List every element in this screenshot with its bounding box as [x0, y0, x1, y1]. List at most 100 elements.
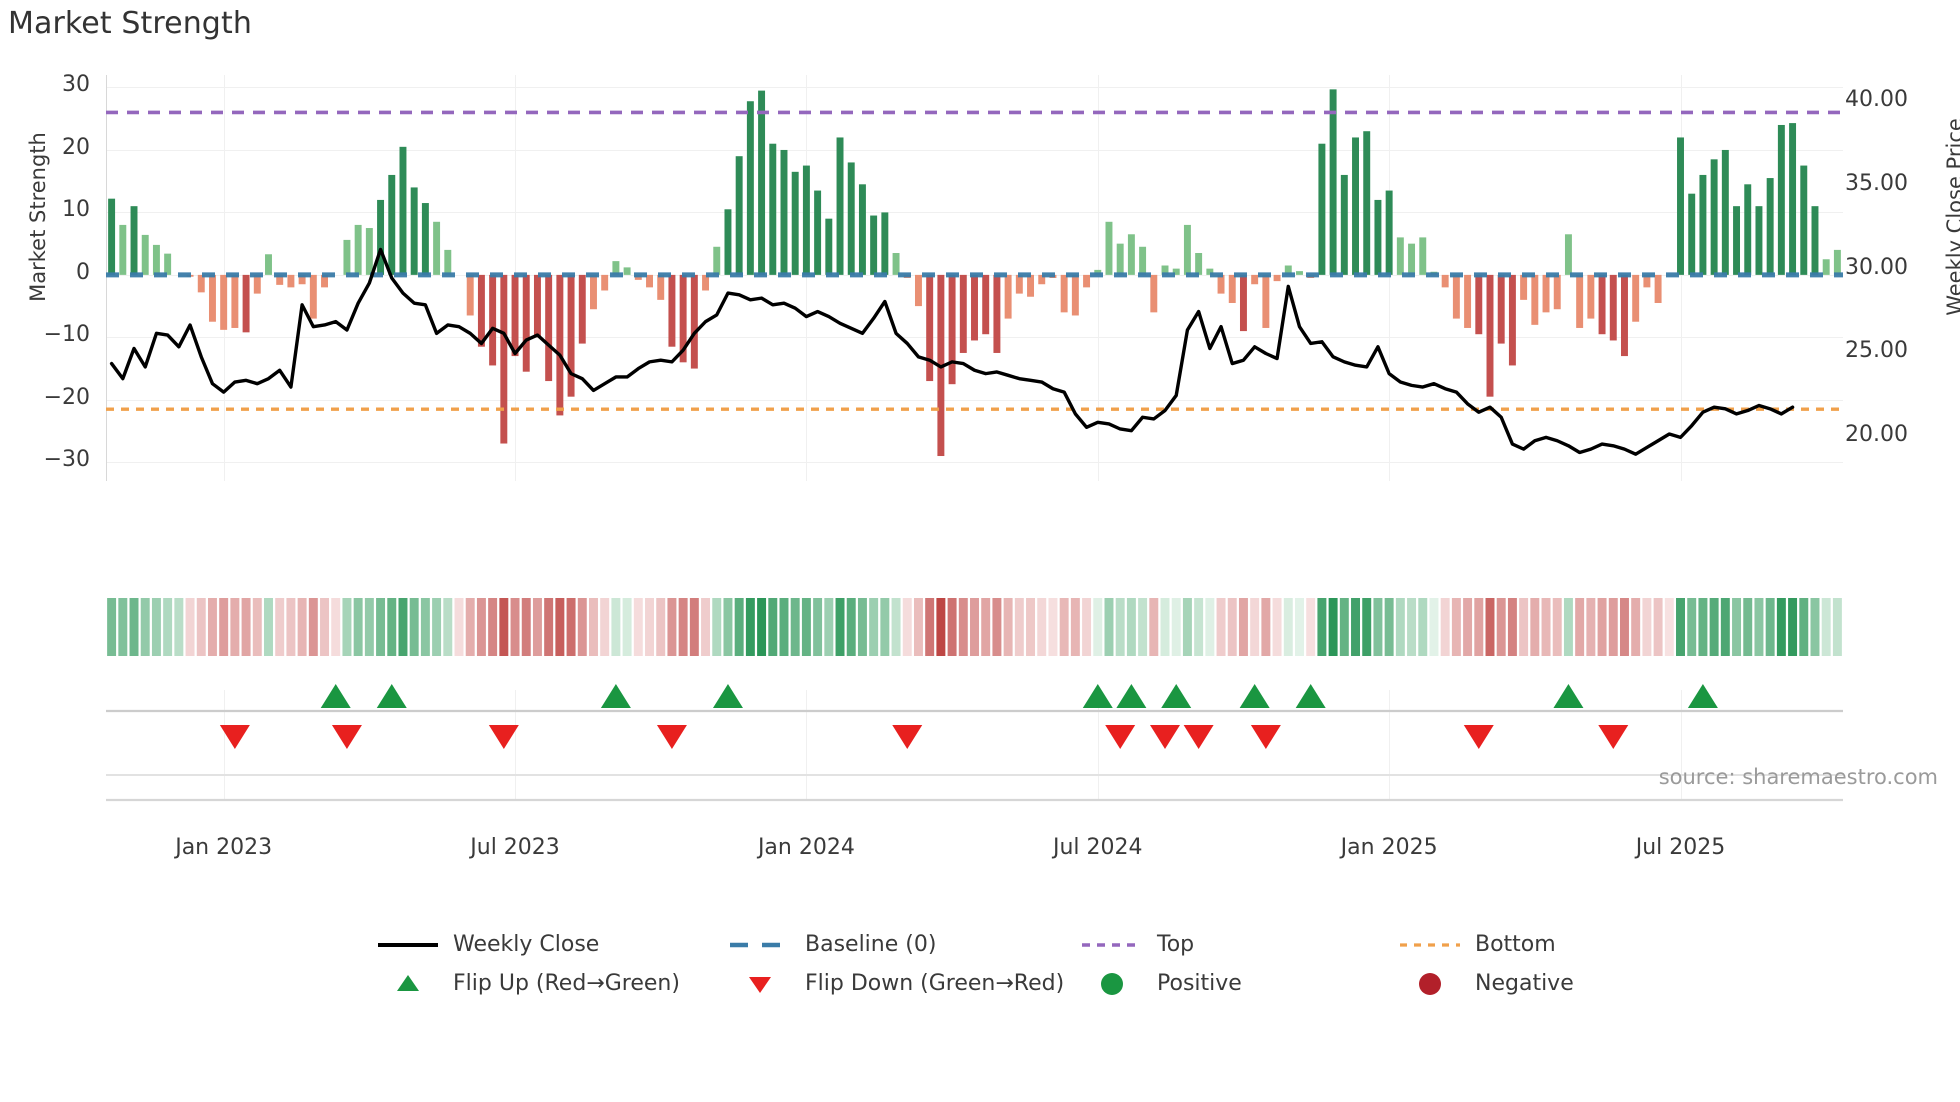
strength-bar — [1699, 174, 1707, 275]
strength-bar — [231, 274, 239, 328]
heatmap-cell — [1104, 598, 1114, 656]
legend-item[interactable]: Negative — [1397, 964, 1615, 1003]
heatmap-cell — [600, 598, 610, 656]
strength-bar — [1408, 243, 1416, 275]
strength-bar — [309, 274, 317, 319]
heatmap-cell — [970, 598, 979, 656]
strength-bar — [1150, 274, 1158, 313]
legend-row: Flip Up (Red→Green) Flip Down (Green→Red)… — [375, 964, 1615, 1003]
heatmap-cell — [1496, 598, 1506, 656]
heatmap-cell — [1709, 598, 1719, 656]
heatmap-cell — [331, 598, 341, 656]
y-tick-label: 20 — [62, 134, 90, 160]
heatmap-cell — [869, 598, 879, 656]
flip-down-marker — [219, 725, 250, 749]
strength-bar — [511, 274, 519, 357]
strength-bar — [1464, 274, 1472, 328]
strength-bar — [1363, 131, 1371, 275]
heatmap-cell — [1003, 598, 1013, 656]
heatmap-cell — [633, 598, 643, 656]
heatmap-cell — [1048, 598, 1058, 656]
heatmap-cell — [734, 598, 744, 656]
heatmap-cell — [577, 598, 587, 656]
gridline-y — [106, 149, 1843, 151]
x-tick-label: Jan 2024 — [757, 835, 855, 860]
strength-bar — [780, 149, 788, 275]
x-tick-label: Jan 2023 — [175, 835, 273, 860]
heatmap-cell — [1799, 598, 1809, 656]
heatmap-cell — [1810, 598, 1820, 656]
strength-bar — [1721, 149, 1729, 275]
x-tick-label: Jul 2025 — [1635, 835, 1726, 860]
heatmap-cell — [745, 598, 755, 656]
flip-up-marker — [376, 684, 407, 708]
legend-label: Weekly Close — [453, 932, 600, 957]
heatmap-cell — [544, 598, 554, 656]
strength-bar — [1206, 268, 1214, 275]
strength-bar — [1374, 199, 1382, 275]
strength-bar — [825, 218, 833, 275]
strength-bar — [477, 274, 485, 347]
heatmap-cell — [532, 598, 542, 656]
strength-bar — [1441, 274, 1449, 288]
legend-item[interactable]: Positive — [1079, 964, 1397, 1003]
strength-bar — [758, 90, 766, 275]
strength-bar — [1777, 124, 1785, 275]
flip-down-triangle-icon — [727, 971, 793, 997]
gridline-x — [1389, 75, 1391, 481]
strength-bar — [1475, 274, 1483, 335]
strength-bar — [1284, 265, 1292, 275]
legend-item[interactable]: Flip Up (Red→Green) — [375, 964, 727, 1003]
strength-bar — [1127, 234, 1135, 275]
heatmap-cell — [297, 598, 307, 656]
heatmap-cell — [913, 598, 923, 656]
legend-label: Flip Up (Red→Green) — [453, 971, 680, 996]
strength-bar — [959, 274, 967, 353]
strength-bar — [690, 274, 698, 369]
heatmap-cell — [174, 598, 184, 656]
heatmap-cell — [588, 598, 598, 656]
y2-tick-label: 25.00 — [1845, 338, 1908, 364]
legend-item[interactable]: Top — [1079, 925, 1397, 964]
y-tick-label: 30 — [62, 72, 90, 98]
strength-bar — [1542, 274, 1550, 313]
strength-bar — [108, 198, 116, 275]
gridline-y — [106, 462, 1843, 464]
legend-label: Flip Down (Green→Red) — [805, 971, 1065, 996]
strength-bar — [1318, 143, 1326, 275]
legend-item[interactable]: Bottom — [1397, 925, 1615, 964]
heatmap-cell — [499, 598, 509, 656]
heatmap-cell — [521, 598, 531, 656]
heatmap-cell — [936, 598, 946, 656]
strength-bar — [1273, 274, 1281, 282]
legend-item[interactable]: Weekly Close — [375, 925, 727, 964]
strength-bar — [746, 101, 754, 275]
heatmap-cell — [420, 598, 430, 656]
legend-item[interactable]: Baseline (0) — [727, 925, 1079, 964]
flip-up-triangle-icon — [375, 971, 441, 997]
strength-bar — [858, 184, 866, 275]
strength-bar — [769, 143, 777, 275]
strength-bar — [152, 244, 160, 275]
strength-bar — [982, 274, 990, 335]
strength-bar — [276, 274, 284, 285]
heatmap-cell — [857, 598, 867, 656]
legend-item[interactable]: Flip Down (Green→Red) — [727, 964, 1079, 1003]
flip-down-marker — [1105, 725, 1136, 749]
heatmap-cell — [151, 598, 161, 656]
heatmap-cell — [1194, 598, 1204, 656]
heatmap-cell — [241, 598, 251, 656]
heatmap-cell — [163, 598, 173, 656]
top-line-icon — [1079, 932, 1145, 958]
strength-bar — [1632, 274, 1640, 322]
legend-label: Negative — [1475, 971, 1574, 996]
heatmap-cell — [1631, 598, 1641, 656]
heatmap-cell — [1238, 598, 1248, 656]
gridline-x — [1389, 690, 1391, 800]
bottom-line-icon — [1397, 932, 1463, 958]
chart-legend: Weekly Close Baseline (0) Top Bottom Flip Up… — [375, 925, 1615, 1003]
strength-bar — [1396, 237, 1404, 275]
strength-bar — [1508, 274, 1516, 366]
heatmap-cell — [678, 598, 688, 656]
